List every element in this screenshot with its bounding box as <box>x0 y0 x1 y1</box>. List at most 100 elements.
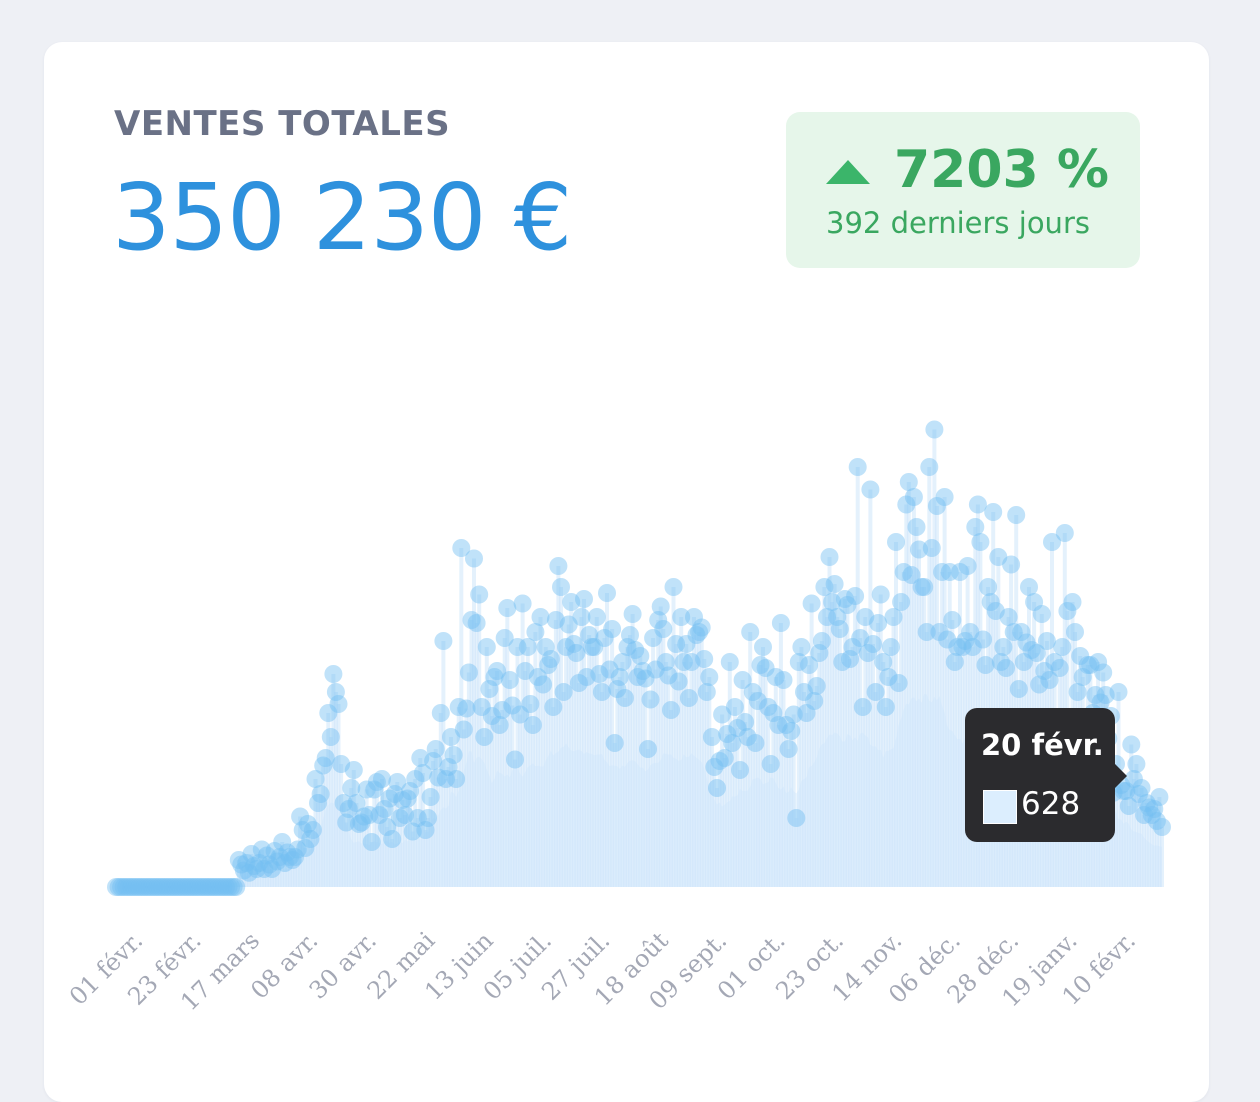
data-point <box>332 755 351 773</box>
data-point <box>1073 668 1092 686</box>
data-point <box>892 593 911 611</box>
data-point <box>488 662 507 680</box>
data-point <box>595 629 614 647</box>
data-point <box>130 878 148 896</box>
data-point <box>557 638 576 656</box>
data-point <box>1063 593 1082 611</box>
data-point <box>687 626 706 644</box>
data-point <box>291 807 310 826</box>
data-point <box>255 860 274 878</box>
data-point <box>956 632 975 650</box>
data-point <box>411 749 430 767</box>
data-point <box>605 734 624 752</box>
data-point <box>989 548 1008 566</box>
data-point <box>766 668 785 686</box>
data-point <box>314 756 333 775</box>
data-point <box>953 638 972 656</box>
data-point <box>828 608 847 626</box>
data-point <box>815 578 834 596</box>
data-point <box>211 878 230 896</box>
data-point <box>1055 524 1074 542</box>
data-point <box>434 632 453 650</box>
data-point <box>958 557 977 575</box>
data-point <box>797 704 816 722</box>
data-point <box>800 656 819 674</box>
data-point <box>659 666 678 685</box>
data-point <box>311 785 330 803</box>
data-point <box>984 503 1003 521</box>
data-point <box>769 716 788 734</box>
data-point <box>196 878 215 896</box>
data-point <box>672 608 691 626</box>
data-point <box>748 692 767 710</box>
data-point <box>1053 638 1072 656</box>
data-point <box>825 575 844 593</box>
data-point <box>142 878 161 896</box>
data-point <box>385 785 404 803</box>
data-point <box>938 630 957 649</box>
data-point <box>1007 506 1026 524</box>
data-point <box>1009 680 1028 698</box>
metric-label: VENTES TOTALES <box>114 104 451 144</box>
data-point <box>316 749 335 767</box>
data-point <box>1017 633 1036 652</box>
data-point <box>1145 800 1164 818</box>
data-point <box>344 761 363 779</box>
data-point <box>927 497 946 515</box>
data-point <box>158 878 177 896</box>
data-point <box>705 758 724 776</box>
data-point <box>713 705 732 724</box>
data-point <box>585 638 604 656</box>
data-point <box>309 794 327 812</box>
data-point <box>424 752 443 770</box>
data-point <box>833 653 852 671</box>
data-point <box>807 677 826 695</box>
data-point <box>360 806 379 824</box>
data-point <box>293 821 312 839</box>
data-point <box>439 758 458 776</box>
data-point <box>851 629 870 647</box>
data-point <box>917 623 936 641</box>
data-point <box>339 800 358 818</box>
data-point <box>480 680 499 698</box>
data-point <box>204 878 223 896</box>
data-point <box>743 683 762 701</box>
data-point <box>1045 653 1064 671</box>
data-point <box>577 668 596 686</box>
data-point <box>759 698 778 716</box>
data-point <box>1014 653 1033 671</box>
data-point <box>260 855 279 874</box>
data-point <box>1137 794 1156 812</box>
data-point <box>600 660 619 679</box>
data-point <box>802 594 821 613</box>
data-point <box>874 653 893 671</box>
data-point <box>429 768 448 787</box>
data-point <box>818 608 836 626</box>
data-point <box>830 620 849 638</box>
data-point <box>270 848 289 866</box>
data-point <box>562 593 581 611</box>
data-point <box>746 734 765 752</box>
data-point <box>286 848 304 866</box>
data-point <box>145 878 164 896</box>
data-point <box>370 806 389 824</box>
data-point <box>1096 686 1115 704</box>
data-point <box>1020 578 1038 596</box>
data-point <box>710 752 729 770</box>
data-point <box>692 618 711 637</box>
data-point <box>999 608 1018 626</box>
data-point <box>651 597 670 616</box>
data-point <box>1043 533 1061 551</box>
data-point <box>858 644 877 662</box>
data-point <box>114 878 133 896</box>
data-point <box>966 518 985 536</box>
data-point <box>462 611 481 629</box>
data-point <box>621 626 639 644</box>
data-point <box>375 800 394 818</box>
data-point <box>301 830 320 848</box>
data-point <box>396 806 414 824</box>
sales-card: VENTES TOTALES 350 230 € 7203 % 392 dern… <box>44 42 1209 1102</box>
data-point <box>329 695 348 713</box>
data-point <box>1150 788 1169 806</box>
